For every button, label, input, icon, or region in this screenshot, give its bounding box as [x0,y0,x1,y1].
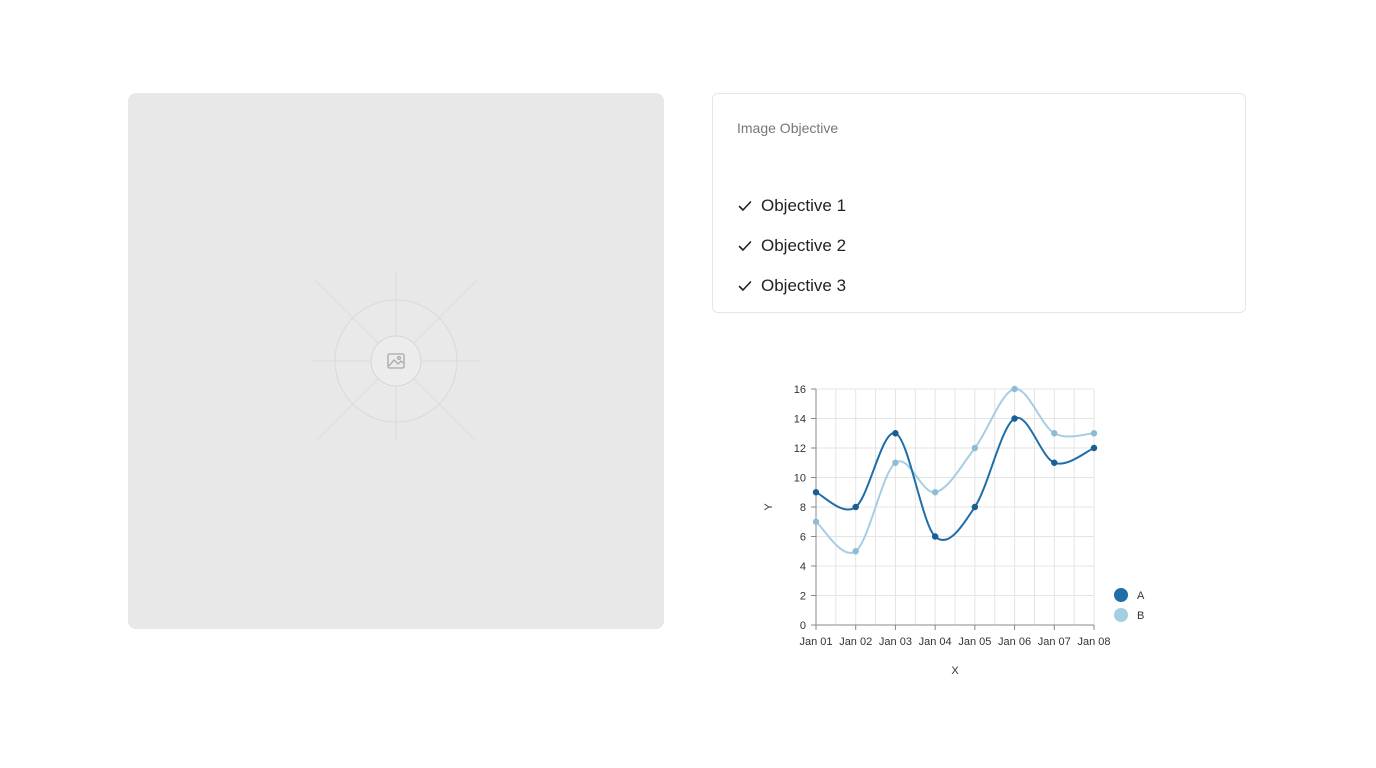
y-tick-label: 6 [800,532,806,544]
data-point-A [1051,459,1058,466]
check-icon [738,281,752,291]
y-tick-label: 16 [794,384,806,396]
data-point-B [812,518,820,525]
data-point-B [1011,385,1018,393]
objective-label: Objective 2 [761,236,847,255]
y-axis-title: Y [763,503,775,511]
y-tick-label: 10 [794,473,806,485]
y-tick-label: 14 [794,414,806,426]
data-point-A [1090,444,1098,452]
x-tick-label: Jan 01 [799,636,832,648]
x-axis-title: X [951,665,959,677]
objective-card: Image Objective Objective 1 Objective 2 … [712,93,1246,313]
y-tick-label: 8 [800,502,806,514]
objective-label: Objective 3 [761,276,847,295]
check-icon [738,201,752,211]
image-icon [387,353,405,369]
legend-swatch-A [1114,588,1128,602]
x-tick-label: Jan 07 [1038,636,1071,648]
data-point-A [971,503,979,511]
data-point-A [1011,415,1018,422]
data-point-A [852,503,859,511]
legend-label-B: B [1137,610,1144,622]
objective-item: Objective 2 [737,226,846,266]
data-point-A [812,489,820,496]
data-point-A [892,430,899,437]
data-point-B [931,489,939,496]
data-point-B [1051,430,1058,437]
legend-swatch-B [1114,608,1128,622]
y-tick-label: 12 [794,443,806,455]
check-icon [738,241,752,251]
y-tick-label: 4 [800,561,806,573]
image-placeholder [128,93,664,629]
x-tick-label: Jan 06 [998,636,1031,648]
x-tick-label: Jan 08 [1077,636,1110,648]
data-point-B [892,459,899,466]
data-point-B [1090,430,1098,437]
x-tick-label: Jan 04 [919,636,952,648]
series-line-A [815,416,1095,541]
x-tick-label: Jan 02 [839,636,872,648]
x-tick-label: Jan 05 [958,636,991,648]
series-line-B [815,388,1095,554]
card-title: Image Objective [737,120,839,136]
objective-item: Objective 3 [737,266,846,306]
legend-label-A: A [1137,590,1145,602]
image-placeholder-graphic [311,271,481,442]
data-point-B [971,444,979,452]
y-tick-label: 2 [800,591,806,603]
objective-list: Objective 1 Objective 2 Objective 3 [737,186,846,306]
line-chart: 0 2 4 6 8 10 12 14 16 Jan 01 Jan 02 Jan 03 Jan 04 Jan… [752,372,1172,692]
objective-label: Objective 1 [761,196,847,215]
data-point-B [852,548,859,555]
y-tick-label: 0 [800,620,806,632]
data-point-A [931,533,939,540]
objective-item: Objective 1 [737,186,846,226]
x-tick-label: Jan 03 [879,636,912,648]
chart-svg: 0 2 4 6 8 10 12 14 16 Jan 01 Jan 02 Jan 03 Jan 04 Jan… [763,384,1145,677]
